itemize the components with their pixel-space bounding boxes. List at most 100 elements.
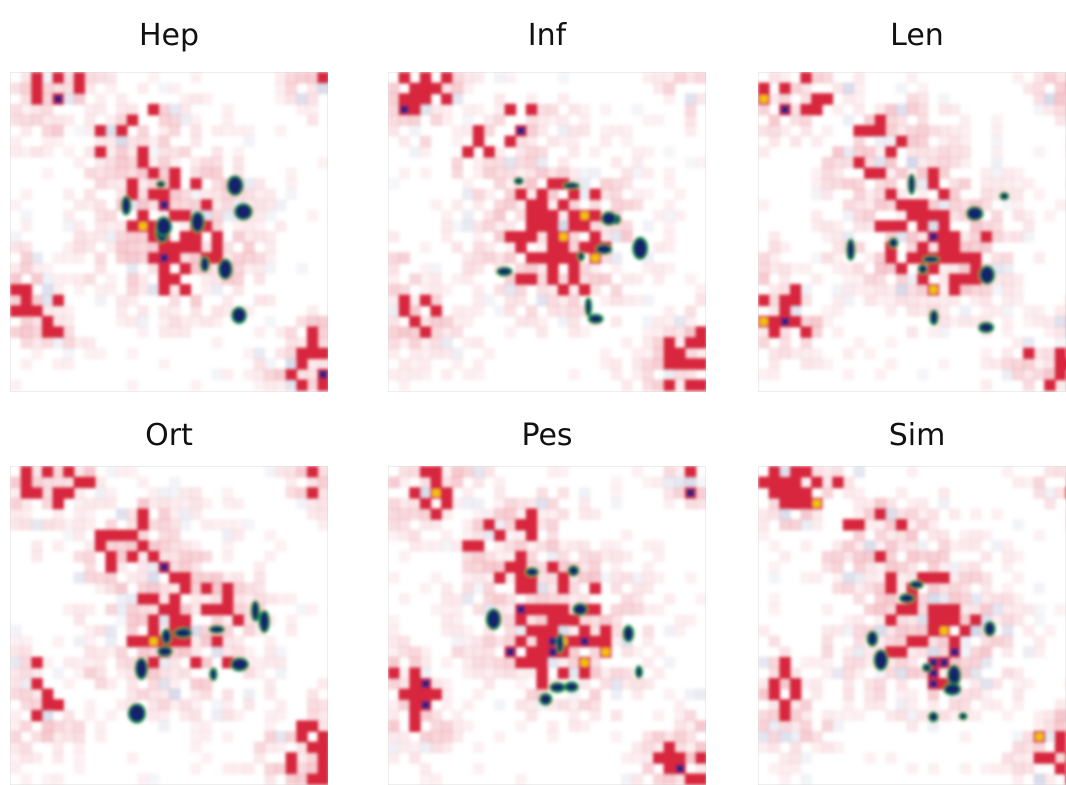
heat-cell (853, 709, 865, 722)
heat-cell (253, 582, 266, 595)
heat-cell (398, 284, 411, 296)
dark-blob (250, 600, 261, 622)
heat-cell (695, 284, 706, 296)
heat-cell (1012, 731, 1024, 743)
heat-cell (885, 262, 897, 275)
heat-cell (653, 550, 665, 563)
heat-cell (938, 294, 950, 307)
dark-blob (209, 667, 218, 682)
heat-cell (494, 699, 506, 711)
heat-cell (917, 178, 929, 190)
heat-cell (525, 178, 538, 190)
heat-cell (306, 305, 319, 317)
heat-cell (472, 188, 485, 201)
heat-cell (317, 741, 328, 754)
heat-cell (821, 656, 834, 669)
heat-cell (190, 72, 202, 84)
heat-cell (190, 262, 202, 275)
heat-cell (494, 220, 506, 232)
heat-cell (1012, 688, 1024, 701)
heat-cell (885, 156, 897, 169)
heat-cell (419, 93, 432, 105)
heat-cell (970, 614, 982, 626)
heat-cell (317, 762, 328, 775)
dark-blob (230, 657, 250, 672)
heat-cell (874, 188, 887, 201)
heat-cell (126, 635, 139, 648)
heat-cell (758, 252, 770, 264)
heat-cell (317, 326, 328, 338)
heat-cell (504, 178, 517, 190)
heat-cell (84, 635, 96, 648)
heat-cell (190, 678, 202, 690)
heat-cell (105, 487, 117, 499)
heat-cell (451, 315, 464, 328)
heat-cell (789, 262, 802, 275)
heat-cell (525, 603, 538, 616)
heat-cell (264, 773, 276, 785)
heat-cell (243, 220, 255, 232)
heat-cell (275, 741, 287, 754)
heat-cell (758, 508, 770, 520)
heat-cell (610, 358, 623, 370)
heat-cell (885, 752, 897, 764)
heat-cell (409, 741, 421, 754)
heat-cell (105, 678, 117, 690)
heat-cell (768, 114, 781, 126)
heat-cell (10, 273, 22, 285)
heat-cell (811, 326, 823, 338)
heat-cell (631, 167, 644, 179)
heat-cell (789, 466, 802, 478)
heat-cell (853, 273, 865, 285)
heat-cell (41, 135, 54, 148)
heat-cell (631, 773, 644, 785)
heat-cell (494, 572, 506, 584)
heat-cell (980, 656, 993, 669)
heat-cell (621, 231, 633, 243)
heat-cell (547, 199, 559, 211)
heat-cell (621, 178, 633, 190)
heat-cell (483, 603, 495, 616)
heat-cell (94, 156, 107, 169)
heat-cell (536, 220, 548, 232)
heat-cell (821, 72, 834, 84)
heat-cell (885, 358, 897, 370)
heat-cell (578, 220, 591, 232)
heat-cell (232, 262, 245, 275)
heat-cell (917, 167, 929, 179)
heat-cell (504, 614, 517, 626)
heat-cell (211, 572, 223, 584)
heat-cell (94, 146, 107, 158)
heat-cell (472, 476, 485, 489)
dark-blob (632, 236, 649, 260)
heat-cell (126, 241, 139, 254)
heat-cell (1044, 625, 1056, 637)
heat-cell (895, 284, 908, 296)
heat-cell (200, 188, 213, 201)
heat-cell (536, 593, 548, 605)
heat-cell (419, 476, 432, 489)
heat-cell (296, 368, 308, 381)
heat-cell (927, 294, 940, 307)
heat-cell (895, 82, 908, 95)
heat-cell (1054, 699, 1066, 711)
heat-cell (116, 294, 128, 307)
heat-cell (126, 752, 139, 764)
heat-cell (73, 231, 86, 243)
heat-cell (578, 284, 591, 296)
heat-cell (472, 305, 485, 317)
heat-cell (980, 379, 993, 391)
heat-cell (779, 487, 791, 499)
heat-cell (821, 125, 834, 137)
heat-cell (451, 497, 464, 510)
heat-cell (874, 614, 887, 626)
heat-cell (800, 337, 812, 349)
heat-cell (451, 199, 464, 211)
heat-cell (906, 656, 918, 669)
heat-cell (264, 678, 276, 690)
heat-cell (927, 529, 940, 542)
heat-cell (63, 720, 75, 732)
heat-cell (190, 688, 202, 701)
heat-cell (1023, 379, 1035, 391)
heat-cell (642, 337, 654, 349)
